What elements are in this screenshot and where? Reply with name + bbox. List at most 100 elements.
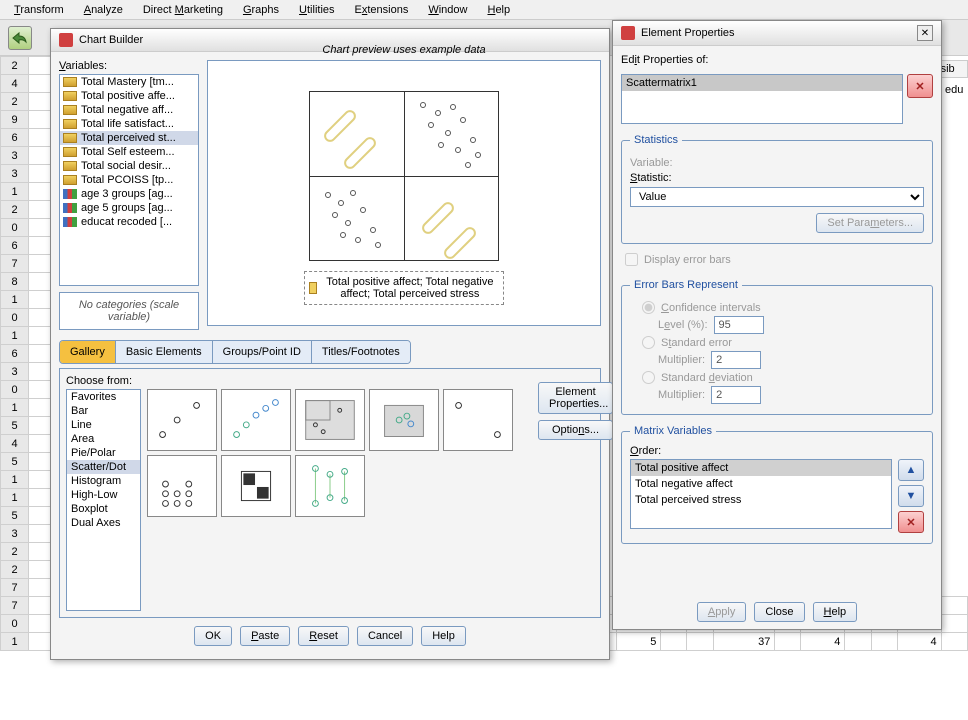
variable-item[interactable]: Total social desir... bbox=[60, 159, 198, 173]
menu-extensions[interactable]: Extensions bbox=[345, 2, 419, 18]
paste-button[interactable]: Paste bbox=[240, 626, 290, 646]
dialog-bottom-buttons: Apply Close Help bbox=[621, 594, 933, 622]
variable-item[interactable]: Total perceived st... bbox=[60, 131, 198, 145]
nominal-icon bbox=[63, 217, 77, 227]
thumb-summary-point[interactable] bbox=[221, 455, 291, 517]
menu-window[interactable]: Window bbox=[418, 2, 477, 18]
sd-mult-input bbox=[711, 386, 761, 404]
close-icon[interactable]: ✕ bbox=[917, 25, 933, 41]
ok-button[interactable]: OK bbox=[194, 626, 232, 646]
variables-label: Variables: bbox=[59, 60, 199, 72]
gallery-type-item[interactable]: Bar bbox=[67, 404, 140, 418]
variable-item[interactable]: age 5 groups [ag... bbox=[60, 201, 198, 215]
order-item[interactable]: Total positive affect bbox=[631, 460, 891, 476]
menu-transform[interactable]: Transform bbox=[4, 2, 74, 18]
preview-canvas bbox=[309, 91, 499, 261]
help-button[interactable]: Help bbox=[421, 626, 466, 646]
sd-radio bbox=[642, 371, 655, 384]
variable-item[interactable]: Total negative aff... bbox=[60, 103, 198, 117]
variable-item[interactable]: Total positive affe... bbox=[60, 89, 198, 103]
preview-hint: Chart preview uses example data bbox=[322, 44, 485, 56]
variable-item[interactable]: Total Mastery [tm... bbox=[60, 75, 198, 89]
variable-item[interactable]: Total life satisfact... bbox=[60, 117, 198, 131]
order-list[interactable]: Total positive affectTotal negative affe… bbox=[630, 459, 892, 529]
scale-icon bbox=[63, 77, 77, 87]
close-button[interactable]: Close bbox=[754, 602, 804, 622]
list-item[interactable]: Scattermatrix1 bbox=[622, 75, 902, 91]
thumb-dot-plot[interactable] bbox=[147, 455, 217, 517]
dialog-titlebar[interactable]: Element Properties ✕ bbox=[613, 21, 941, 46]
chart-builder-dialog: Chart Builder Variables: Total Mastery [… bbox=[50, 28, 610, 660]
delete-button[interactable]: ✕ bbox=[907, 74, 933, 98]
scale-icon bbox=[63, 175, 77, 185]
thumb-simple-dot[interactable] bbox=[443, 389, 513, 451]
thumb-grouped-scatter[interactable] bbox=[221, 389, 291, 451]
gallery-type-item[interactable]: Boxplot bbox=[67, 502, 140, 516]
options-button[interactable]: Options... bbox=[538, 420, 613, 440]
variable-item[interactable]: Total PCOISS [tp... bbox=[60, 173, 198, 187]
matrix-variables-group: Matrix Variables Order: Total positive a… bbox=[621, 425, 933, 544]
thumb-drop-line[interactable] bbox=[295, 455, 365, 517]
menu-analyze[interactable]: Analyze bbox=[74, 2, 133, 18]
level-input bbox=[714, 316, 764, 334]
order-item[interactable]: Total perceived stress bbox=[631, 492, 891, 508]
variable-item[interactable]: age 3 groups [ag... bbox=[60, 187, 198, 201]
menu-utilities[interactable]: Utilities bbox=[289, 2, 344, 18]
statistic-select[interactable]: Value bbox=[630, 187, 924, 207]
gallery-type-item[interactable]: Histogram bbox=[67, 474, 140, 488]
chart-preview[interactable]: Total positive affect; Total negative af… bbox=[207, 60, 601, 326]
gallery-type-item[interactable]: Dual Axes bbox=[67, 516, 140, 530]
element-properties-button[interactable]: ElementProperties... bbox=[538, 382, 613, 414]
reset-button[interactable]: Reset bbox=[298, 626, 349, 646]
thumb-simple-scatter[interactable] bbox=[147, 389, 217, 451]
gallery-thumbnails bbox=[147, 389, 513, 611]
variable-label: Variable: bbox=[630, 157, 690, 169]
no-categories-box: No categories (scale variable) bbox=[59, 292, 199, 330]
tab-basic-elements[interactable]: Basic Elements bbox=[116, 341, 213, 363]
menu-graphs[interactable]: Graphs bbox=[233, 2, 289, 18]
gallery-type-item[interactable]: High-Low bbox=[67, 488, 140, 502]
order-item[interactable]: Total negative affect bbox=[631, 476, 891, 492]
apply-button: Apply bbox=[697, 602, 747, 622]
statistics-group: Statistics Variable: Statistic: Value Se… bbox=[621, 134, 933, 244]
thumb-scatter-matrix[interactable] bbox=[295, 389, 365, 451]
variable-item[interactable]: Total Self esteem... bbox=[60, 145, 198, 159]
remove-button[interactable]: ✕ bbox=[898, 511, 924, 533]
display-error-bars-label: Display error bars bbox=[644, 254, 731, 266]
edit-properties-list[interactable]: Scattermatrix1 bbox=[621, 74, 903, 124]
scale-icon bbox=[63, 119, 77, 129]
multiplier-label: Multiplier: bbox=[658, 354, 705, 366]
gallery-type-item[interactable]: Pie/Polar bbox=[67, 446, 140, 460]
variable-item[interactable]: educat recoded [... bbox=[60, 215, 198, 229]
gallery-type-item[interactable]: Line bbox=[67, 418, 140, 432]
menu-bar: TransformAnalyzeDirect MarketingGraphsUt… bbox=[0, 0, 968, 20]
scale-icon bbox=[63, 91, 77, 101]
error-bars-group: Error Bars Represent Confidence interval… bbox=[621, 279, 933, 415]
cancel-button[interactable]: Cancel bbox=[357, 626, 413, 646]
scale-icon bbox=[63, 147, 77, 157]
app-icon bbox=[59, 33, 73, 47]
tab-titles-footnotes[interactable]: Titles/Footnotes bbox=[312, 341, 410, 363]
tab-groups-point-id[interactable]: Groups/Point ID bbox=[213, 341, 312, 363]
undo-icon[interactable] bbox=[8, 26, 32, 50]
gallery-type-item[interactable]: Area bbox=[67, 432, 140, 446]
variables-list[interactable]: Total Mastery [tm...Total positive affe.… bbox=[59, 74, 199, 286]
move-down-button[interactable]: ▼ bbox=[898, 485, 924, 507]
move-up-button[interactable]: ▲ bbox=[898, 459, 924, 481]
se-mult-input bbox=[711, 351, 761, 369]
chart-type-list[interactable]: FavoritesBarLineAreaPie/PolarScatter/Dot… bbox=[66, 389, 141, 611]
set-parameters-button: Set Parameters... bbox=[816, 213, 924, 233]
dialog-title: Chart Builder bbox=[79, 34, 143, 46]
gallery-type-item[interactable]: Scatter/Dot bbox=[67, 460, 140, 474]
menu-help[interactable]: Help bbox=[477, 2, 520, 18]
tab-bar: GalleryBasic ElementsGroups/Point IDTitl… bbox=[59, 340, 411, 364]
menu-direct-marketing[interactable]: Direct Marketing bbox=[133, 2, 233, 18]
thumb-3d-scatter[interactable] bbox=[369, 389, 439, 451]
display-error-bars-checkbox bbox=[625, 253, 638, 266]
tab-gallery[interactable]: Gallery bbox=[60, 341, 116, 363]
scale-icon bbox=[63, 161, 77, 171]
order-label: Order: bbox=[630, 445, 924, 457]
choose-from-label: Choose from: bbox=[66, 375, 513, 387]
gallery-type-item[interactable]: Favorites bbox=[67, 390, 140, 404]
help-button[interactable]: Help bbox=[813, 602, 858, 622]
